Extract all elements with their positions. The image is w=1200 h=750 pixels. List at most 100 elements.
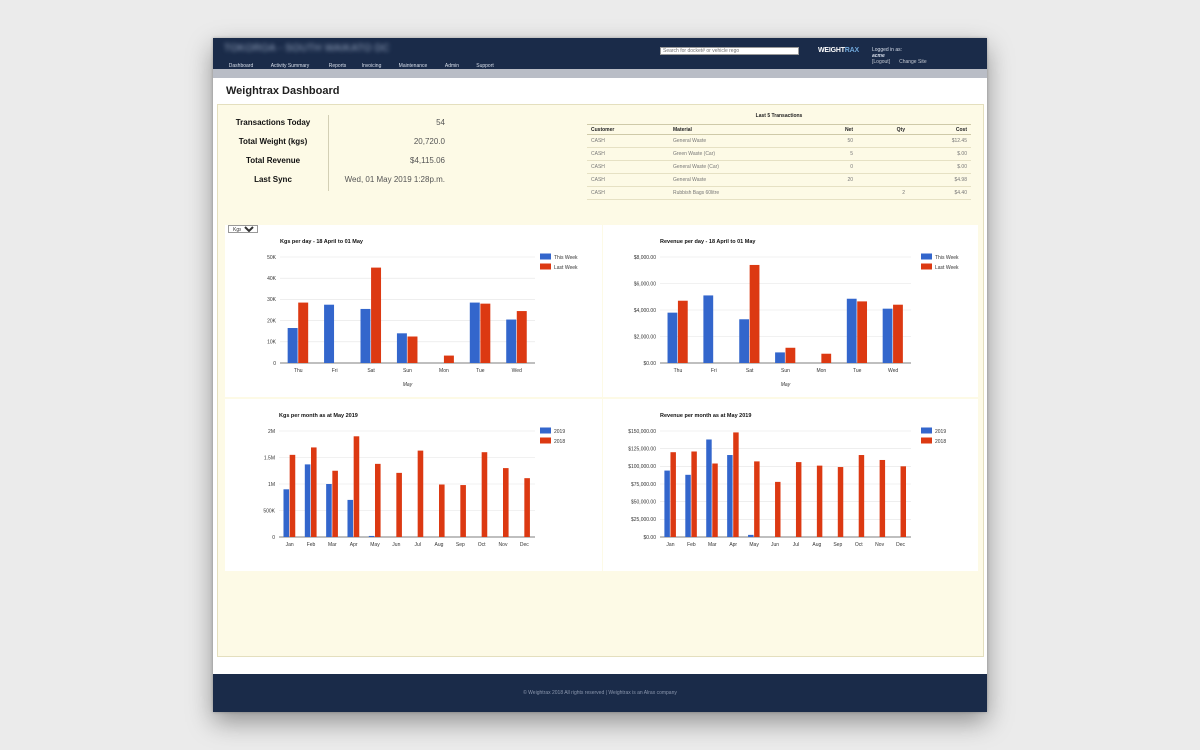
stat-value-total-weight: 20,720.0: [413, 137, 445, 146]
legend-label: Last Week: [554, 265, 578, 271]
x-tick-label: Nov: [499, 542, 508, 548]
x-tick-label: Jan: [666, 542, 674, 548]
change-site-link[interactable]: Change Site: [899, 59, 927, 65]
table-row: CASH Green Waste (Car) 5 $.00: [587, 147, 971, 161]
nav-tab-support[interactable]: Support: [476, 63, 494, 69]
legend-swatch: [921, 263, 932, 270]
chart-bar: [739, 319, 750, 363]
chart-bar: [795, 462, 802, 537]
revenue-per-month-chart: Revenue per month as at May 2019 $0.00 $25…: [628, 413, 946, 548]
y-tick-label: $0.00: [643, 361, 656, 367]
cell-customer: CASH: [587, 186, 669, 200]
nav-tab-invoicing[interactable]: Invoicing: [361, 63, 382, 69]
chart-bar: [326, 484, 332, 537]
dashboard-panel: Transactions Today 54 Total Weight (kgs)…: [217, 104, 984, 657]
stats-divider: [328, 115, 329, 191]
x-tick-label: Mon: [816, 368, 826, 374]
site-name: TOKOROA - SOUTH WAIKATO DC: [224, 43, 390, 54]
cell-qty: [857, 134, 909, 148]
kgs-per-month-chart: Kgs per month as at May 2019 0 500K 1M 1.5M 2…: [263, 413, 565, 548]
nav-tab-activity-summary[interactable]: Activity Summary: [270, 63, 310, 69]
weightrax-logo[interactable]: WEIGHTRAX: [818, 47, 859, 54]
y-tick-label: $125,000.00: [628, 446, 656, 452]
legend-label: 2019: [554, 429, 565, 435]
chart-card-revenue-per-month: Revenue per month as at May 2019 $0.00 $25…: [603, 399, 978, 571]
legend-swatch: [921, 437, 932, 444]
y-tick-label: 1M: [268, 482, 275, 488]
chart-bar: [407, 336, 418, 363]
y-tick-label: 50K: [267, 255, 277, 261]
y-tick-label: $25,000.00: [631, 517, 656, 523]
chart-card-kgs-per-day: Kgs per day - 18 April to 01 May 0 10K 20K 3…: [225, 225, 602, 397]
table-header-row: Customer Material Net Qty Cost: [587, 124, 971, 135]
logged-in-label: Logged in as:: [872, 47, 903, 53]
cell-cost: $12.45: [909, 134, 971, 148]
logout-link[interactable]: [Logout]: [872, 59, 891, 65]
chart-bar: [503, 468, 509, 537]
cell-net: 20: [813, 173, 857, 187]
y-tick-label: 0: [272, 535, 275, 541]
y-tick-label: 10K: [267, 340, 277, 346]
x-tick-label: Apr: [350, 542, 358, 548]
cell-material: Green Waste (Car): [669, 147, 813, 161]
chart-bar: [417, 450, 424, 537]
chart-bar: [857, 301, 868, 363]
table-row: CASH General Waste (Car) 0 $.00: [587, 160, 971, 174]
table-row: CASH General Waste 50 $12.45: [587, 134, 971, 148]
legend-label: 2018: [554, 439, 565, 445]
chart-bar: [754, 461, 760, 537]
nav-tab-dashboard[interactable]: Dashboard: [228, 63, 254, 69]
x-axis-label: May: [781, 382, 791, 388]
x-tick-label: Sun: [781, 368, 790, 374]
x-tick-label: Fri: [332, 368, 338, 374]
chart-card-revenue-per-day: Revenue per day - 18 April to 01 May $0.0…: [603, 225, 978, 397]
x-axis-label: May: [403, 382, 413, 388]
x-tick-label: Oct: [855, 542, 863, 548]
x-tick-label: May: [749, 542, 759, 548]
unit-select[interactable]: Kgs: [228, 225, 258, 233]
legend-label: Last Week: [935, 265, 959, 271]
chart-title: Revenue per day - 18 April to 01 May: [660, 239, 756, 245]
x-tick-label: Tue: [476, 368, 485, 374]
legend-swatch: [921, 253, 932, 260]
y-tick-label: $100,000.00: [628, 464, 656, 470]
chart-bar: [506, 319, 517, 363]
cell-material: General Waste: [669, 173, 813, 187]
cell-material: General Waste: [669, 134, 813, 148]
nav-tab-maintenance[interactable]: Maintenance: [398, 63, 428, 69]
chart-bar: [816, 465, 823, 537]
chart-bar: [733, 432, 739, 537]
x-tick-label: Mon: [439, 368, 449, 374]
chart-bar: [712, 463, 718, 537]
chart-bar: [727, 455, 733, 537]
stat-value-total-revenue: $4,115.06: [410, 156, 445, 165]
y-tick-label: $6,000.00: [634, 281, 656, 287]
search-input[interactable]: [660, 47, 799, 55]
x-tick-label: May: [370, 542, 380, 548]
cell-net: 50: [813, 134, 857, 148]
cell-qty: [857, 173, 909, 187]
x-tick-label: Sun: [403, 368, 412, 374]
chart-bar: [443, 355, 454, 363]
y-tick-label: $4,000.00: [634, 308, 656, 314]
nav-tab-admin[interactable]: Admin: [444, 63, 460, 69]
cell-customer: CASH: [587, 147, 669, 161]
legend-swatch: [540, 427, 551, 434]
legend-swatch: [540, 263, 551, 270]
chart-card-kgs-per-month: Kgs per month as at May 2019 0 500K 1M 1.5M 2…: [225, 399, 602, 571]
cell-qty: [857, 147, 909, 161]
footer: © Weightrax 2018 All rights reserved | W…: [213, 674, 987, 712]
nav-tab-reports[interactable]: Reports: [328, 63, 347, 69]
x-tick-label: Tue: [853, 368, 862, 374]
x-tick-label: Fri: [711, 368, 717, 374]
revenue-per-day-chart: Revenue per day - 18 April to 01 May $0.0…: [634, 239, 959, 388]
chart-bar: [703, 295, 714, 363]
chart-bar: [311, 447, 317, 537]
chart-bar: [371, 267, 382, 363]
chart-bar: [670, 452, 676, 537]
y-tick-label: 500K: [263, 508, 275, 514]
x-tick-label: Jan: [286, 542, 294, 548]
x-tick-label: Wed: [888, 368, 898, 374]
page-title: Weightrax Dashboard: [226, 85, 340, 97]
x-tick-label: Thu: [674, 368, 683, 374]
